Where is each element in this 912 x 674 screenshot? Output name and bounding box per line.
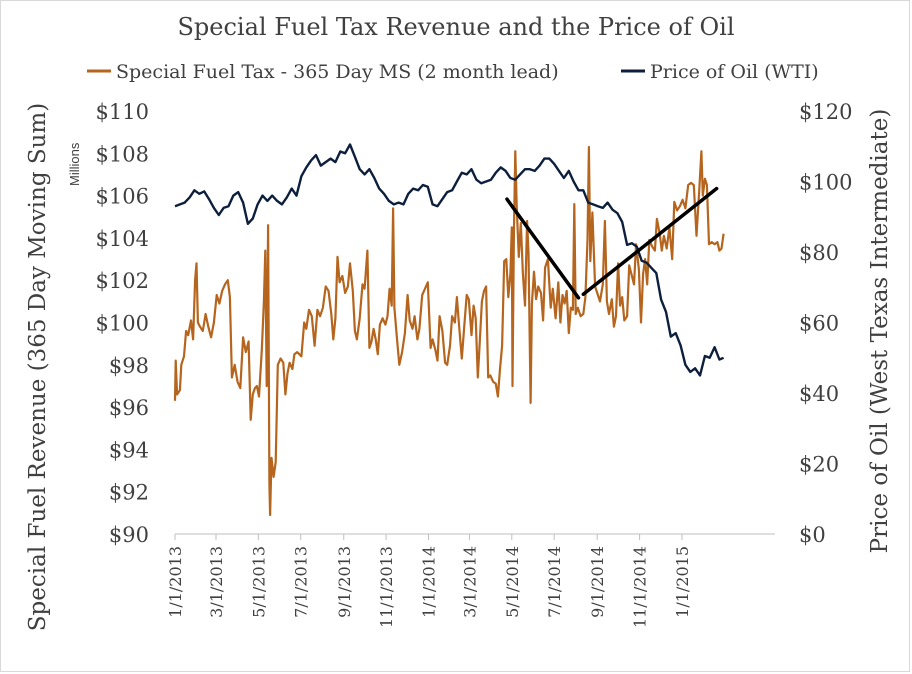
left-axis-tick-label: $96 — [109, 396, 149, 420]
x-axis-tick-label: 11/1/2014 — [631, 546, 650, 628]
left-axis-tick-label: $100 — [96, 312, 149, 336]
trend-line-2 — [581, 186, 719, 297]
x-axis-tick-label: 3/1/2013 — [207, 546, 226, 618]
right-axis-tick-label: $40 — [799, 382, 839, 406]
left-axis-ticks: $90 $92 $94 $96 $98 $100 $102 $104 $106 $108 $110 — [96, 100, 149, 547]
series-line-oil-price — [174, 143, 725, 377]
right-axis-tick-label: $60 — [799, 312, 839, 336]
legend: Special Fuel Tax - 365 Day MS (2 month l… — [87, 61, 819, 83]
right-axis-tick-label: $0 — [799, 523, 826, 547]
right-axis-tick-label: $120 — [799, 100, 852, 124]
left-axis-tick-label: $98 — [109, 354, 149, 378]
x-axis-tick-label: 9/1/2013 — [335, 546, 354, 618]
left-axis-tick-label: $94 — [109, 438, 149, 462]
x-axis-tick-label: 1/1/2013 — [166, 546, 185, 618]
x-axis-tick-label: 9/1/2014 — [588, 546, 607, 618]
x-axis-ticks: 1/1/2013 3/1/2013 5/1/2013 7/1/2013 9/1/2013… — [166, 534, 692, 628]
left-axis-tick-label: $108 — [96, 142, 149, 166]
left-axis-tick-label: $102 — [96, 269, 149, 293]
x-axis-tick-label: 3/1/2014 — [460, 546, 479, 618]
chart-title: Special Fuel Tax Revenue and the Price o… — [177, 13, 734, 41]
right-axis-ticks: $0 $20 $40 $60 $80 $100 $120 — [799, 100, 852, 547]
left-axis-title: Special Fuel Revenue (365 Day Moving Sum… — [25, 103, 51, 631]
right-axis-title: Price of Oil (West Texas Intermediate) — [867, 109, 893, 554]
left-axis-unit-label: Millions — [67, 142, 82, 186]
trend-lines — [505, 186, 719, 300]
right-axis-tick-label: $20 — [799, 453, 839, 477]
legend-label-oil-price: Price of Oil (WTI) — [650, 61, 819, 83]
left-axis-tick-label: $90 — [109, 523, 149, 547]
right-axis-tick-label: $80 — [799, 241, 839, 265]
x-axis-tick-label: 5/1/2014 — [503, 546, 522, 618]
x-axis-tick-label: 7/1/2014 — [545, 546, 564, 618]
x-axis-tick-label: 5/1/2013 — [249, 546, 268, 618]
left-axis-tick-label: $110 — [96, 100, 149, 124]
trend-line-1 — [505, 197, 581, 300]
x-axis-tick-label: 1/1/2015 — [673, 546, 692, 618]
left-axis-tick-label: $104 — [96, 227, 149, 251]
x-axis-tick-label: 7/1/2013 — [292, 546, 311, 618]
left-axis-tick-label: $106 — [96, 185, 149, 209]
x-axis-tick-label: 1/1/2014 — [419, 546, 438, 618]
legend-label-fuel-tax: Special Fuel Tax - 365 Day MS (2 month l… — [116, 61, 559, 83]
series-line-fuel-tax — [173, 145, 725, 517]
left-axis-tick-label: $92 — [109, 481, 149, 505]
right-axis-tick-label: $100 — [799, 171, 852, 195]
x-axis-tick-label: 11/1/2013 — [377, 546, 396, 628]
series-layer — [173, 143, 725, 517]
